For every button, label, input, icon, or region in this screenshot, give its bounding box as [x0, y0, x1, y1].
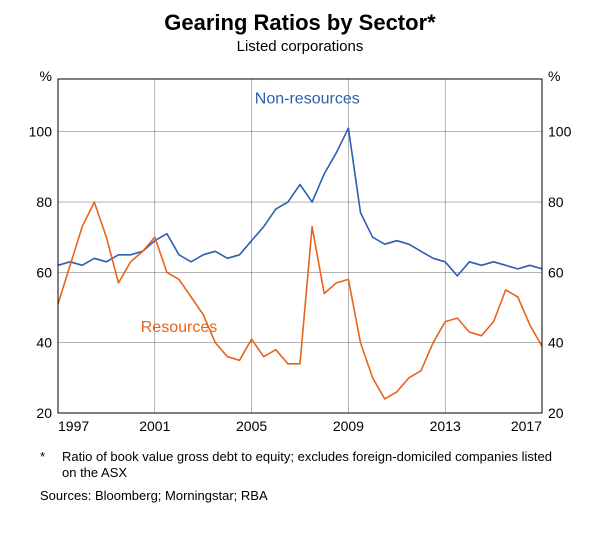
footnote: * Ratio of book value gross debt to equi… [40, 449, 560, 482]
svg-text:2013: 2013 [430, 418, 461, 434]
line-chart-svg: Non-resources Resources 20 20 40 40 60 60 80 80 10… [10, 61, 590, 441]
svg-text:Resources: Resources [141, 319, 217, 336]
svg-text:100: 100 [29, 124, 53, 140]
svg-text:60: 60 [548, 264, 564, 280]
svg-text:80: 80 [548, 194, 564, 210]
plot-area: Non-resources Resources 20 20 40 40 60 60 80 80 10… [10, 61, 590, 441]
sources-text: Bloomberg; Morningstar; RBA [95, 488, 268, 503]
svg-text:1997: 1997 [58, 418, 89, 434]
svg-text:2005: 2005 [236, 418, 267, 434]
chart-container: Gearing Ratios by Sector* Listed corpora… [0, 0, 600, 503]
chart-subtitle: Listed corporations [10, 38, 590, 55]
svg-text:2017: 2017 [511, 418, 542, 434]
svg-text:80: 80 [36, 194, 52, 210]
svg-text:40: 40 [36, 335, 52, 351]
svg-text:%: % [40, 68, 52, 84]
sources-line: Sources: Bloomberg; Morningstar; RBA [40, 488, 560, 503]
sources-label: Sources: [40, 488, 91, 503]
svg-text:40: 40 [548, 335, 564, 351]
svg-text:20: 20 [36, 405, 52, 421]
footnote-marker: * [40, 449, 62, 482]
svg-text:100: 100 [548, 124, 572, 140]
chart-title: Gearing Ratios by Sector* [10, 10, 590, 36]
svg-text:20: 20 [548, 405, 564, 421]
svg-text:2009: 2009 [333, 418, 364, 434]
svg-text:60: 60 [36, 264, 52, 280]
footnote-text: Ratio of book value gross debt to equity… [62, 449, 560, 482]
svg-text:Non-resources: Non-resources [255, 91, 360, 108]
svg-text:%: % [548, 68, 560, 84]
svg-text:2001: 2001 [139, 418, 170, 434]
